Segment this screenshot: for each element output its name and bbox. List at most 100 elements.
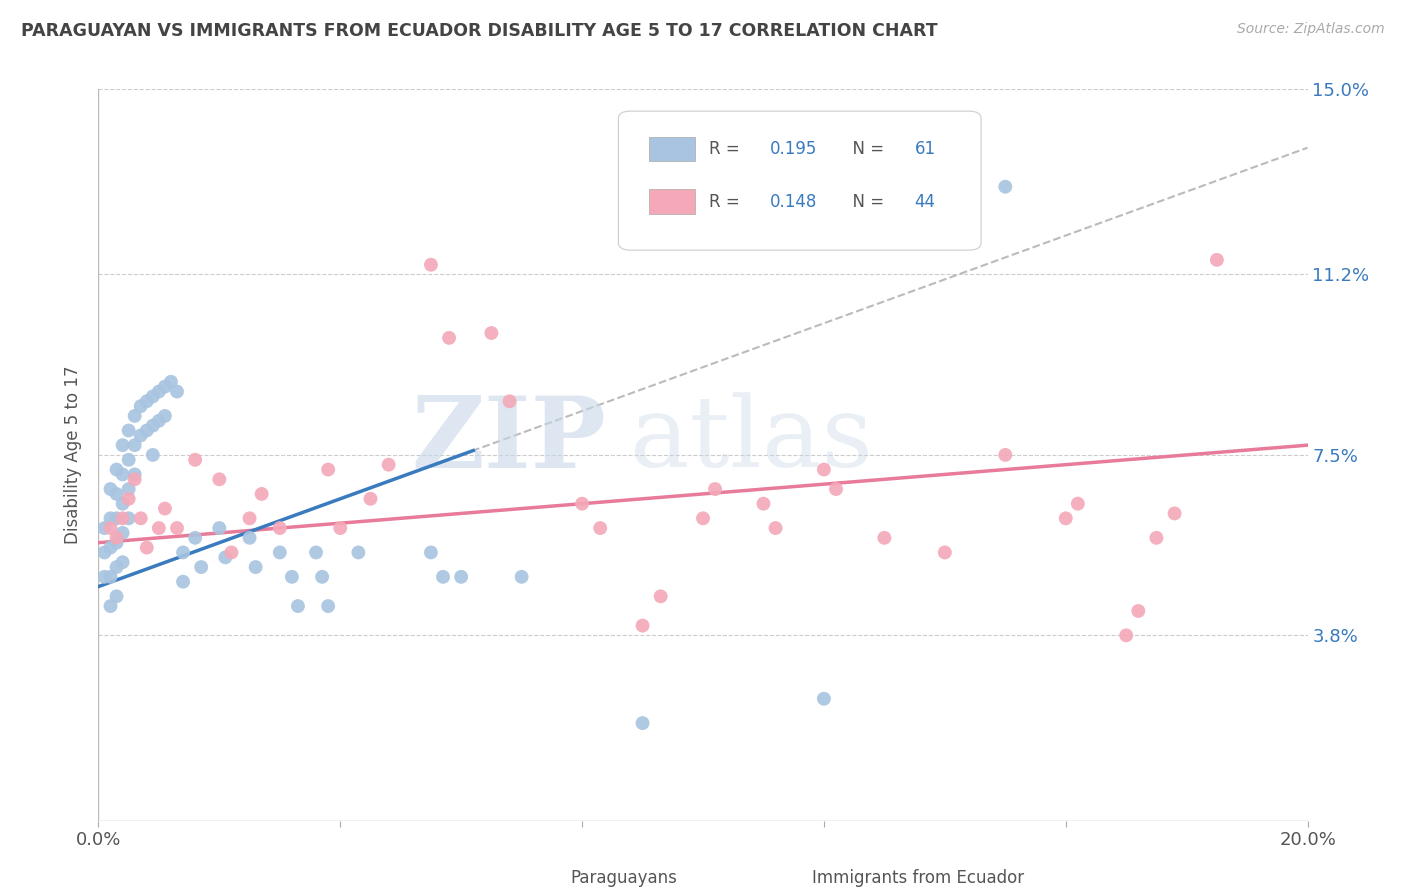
Point xyxy=(118,424,141,438)
Point xyxy=(111,555,134,569)
Point xyxy=(208,521,231,535)
Point xyxy=(221,545,243,559)
Point xyxy=(305,545,328,559)
Point xyxy=(1067,497,1090,511)
Text: PARAGUAYAN VS IMMIGRANTS FROM ECUADOR DISABILITY AGE 5 TO 17 CORRELATION CHART: PARAGUAYAN VS IMMIGRANTS FROM ECUADOR DI… xyxy=(21,22,938,40)
Point xyxy=(105,560,128,574)
Point xyxy=(153,501,176,516)
Point xyxy=(135,394,157,409)
Point xyxy=(100,541,122,555)
Point xyxy=(450,570,472,584)
Point xyxy=(135,424,157,438)
Point xyxy=(111,467,134,482)
Point xyxy=(1128,604,1150,618)
Point xyxy=(873,531,896,545)
Point xyxy=(100,482,122,496)
Point xyxy=(166,521,188,535)
Point xyxy=(420,258,443,272)
Point xyxy=(148,414,170,428)
Point xyxy=(510,570,533,584)
Point xyxy=(1163,507,1185,521)
Point xyxy=(142,418,165,433)
Point xyxy=(118,452,141,467)
Text: R =: R = xyxy=(709,193,745,211)
Point xyxy=(214,550,236,565)
Point xyxy=(208,472,231,486)
Point xyxy=(100,570,122,584)
Text: Immigrants from Ecuador: Immigrants from Ecuador xyxy=(811,869,1024,887)
Point xyxy=(129,511,152,525)
Text: Paraguayans: Paraguayans xyxy=(569,869,676,887)
Point xyxy=(153,379,176,393)
Point xyxy=(111,497,134,511)
Text: atlas: atlas xyxy=(630,392,873,488)
Point xyxy=(704,482,727,496)
Point xyxy=(269,545,291,559)
Point xyxy=(100,521,122,535)
Point xyxy=(813,691,835,706)
Point xyxy=(994,179,1017,194)
Point xyxy=(118,491,141,506)
Point xyxy=(287,599,309,613)
Point xyxy=(135,541,157,555)
Point xyxy=(160,375,183,389)
Point xyxy=(250,487,273,501)
Point xyxy=(437,331,460,345)
Point xyxy=(142,448,165,462)
Point xyxy=(100,511,122,525)
Point xyxy=(311,570,333,584)
Point xyxy=(153,409,176,423)
Point xyxy=(269,521,291,535)
Point xyxy=(93,521,115,535)
Point xyxy=(432,570,454,584)
Point xyxy=(316,599,339,613)
Text: ZIP: ZIP xyxy=(412,392,606,489)
Point xyxy=(124,467,146,482)
Point xyxy=(111,438,134,452)
Point xyxy=(692,511,714,525)
Point xyxy=(105,531,128,545)
Point xyxy=(129,428,152,442)
FancyBboxPatch shape xyxy=(648,189,695,213)
Point xyxy=(124,472,146,486)
Point xyxy=(239,531,262,545)
Point xyxy=(420,545,443,559)
Point xyxy=(1206,252,1229,267)
Point xyxy=(934,545,956,559)
FancyBboxPatch shape xyxy=(619,112,981,250)
Point xyxy=(93,570,115,584)
Point xyxy=(124,438,146,452)
Point xyxy=(245,560,267,574)
Point xyxy=(118,482,141,496)
Point xyxy=(825,482,848,496)
Point xyxy=(105,487,128,501)
Point xyxy=(994,448,1017,462)
Point xyxy=(281,570,304,584)
Y-axis label: Disability Age 5 to 17: Disability Age 5 to 17 xyxy=(65,366,83,544)
Text: Source: ZipAtlas.com: Source: ZipAtlas.com xyxy=(1237,22,1385,37)
Point xyxy=(172,545,194,559)
Point xyxy=(1115,628,1137,642)
Point xyxy=(1054,511,1077,525)
Point xyxy=(129,399,152,413)
Text: 61: 61 xyxy=(915,140,936,158)
Text: 0.195: 0.195 xyxy=(769,140,817,158)
Point xyxy=(100,599,122,613)
Point xyxy=(813,462,835,476)
Point xyxy=(765,521,787,535)
Text: 0.148: 0.148 xyxy=(769,193,817,211)
Point xyxy=(316,462,339,476)
Point xyxy=(105,511,128,525)
Point xyxy=(118,511,141,525)
Point xyxy=(347,545,370,559)
Point xyxy=(650,590,672,604)
Point xyxy=(142,389,165,403)
Point xyxy=(172,574,194,589)
FancyBboxPatch shape xyxy=(763,868,800,887)
Point xyxy=(498,394,520,409)
FancyBboxPatch shape xyxy=(522,868,558,887)
Point xyxy=(190,560,212,574)
Text: 44: 44 xyxy=(915,193,935,211)
Point xyxy=(239,511,262,525)
Point xyxy=(105,462,128,476)
